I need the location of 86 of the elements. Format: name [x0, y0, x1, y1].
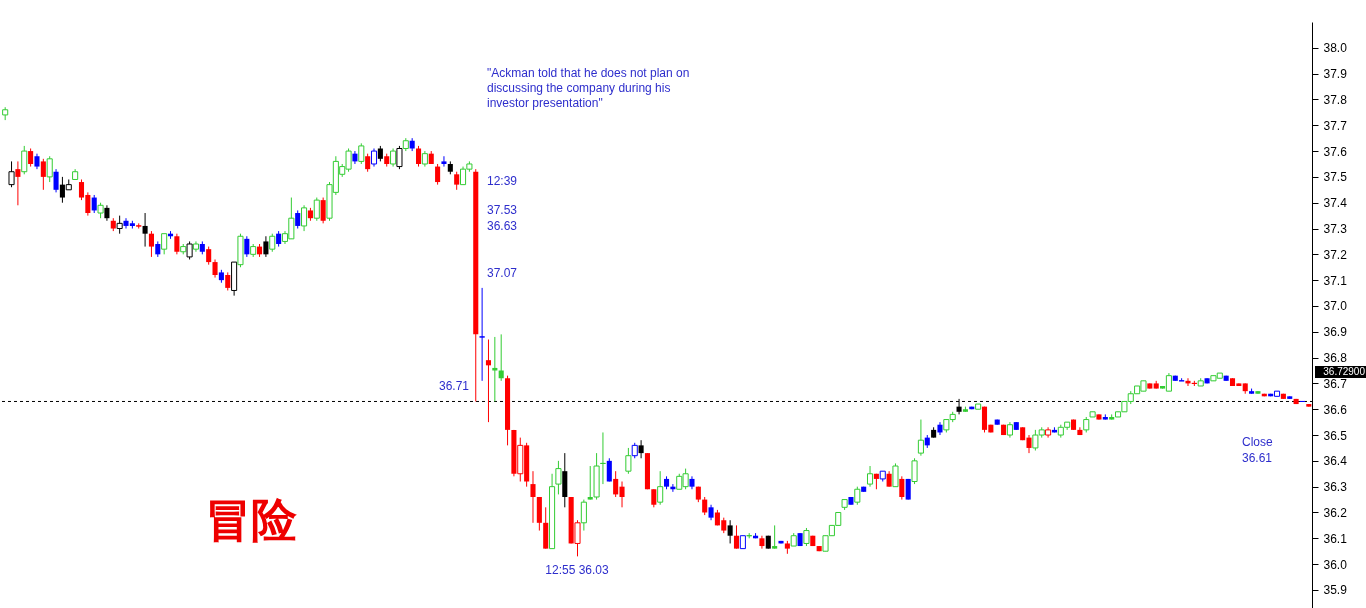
candlestick [899, 475, 905, 501]
candlestick [772, 524, 778, 550]
annotation: 12:39 [487, 174, 518, 188]
candlestick [555, 460, 562, 495]
candlestick [313, 197, 320, 222]
candlestick [415, 145, 422, 168]
candlestick [911, 457, 918, 485]
y-tick-label: 38.0 [1323, 41, 1348, 56]
candlestick [441, 155, 447, 168]
candlestick [435, 163, 441, 186]
candlestick [148, 230, 154, 258]
annotation: "Ackman told that he does not plan on discussing the company during his investor presentation" [487, 66, 690, 110]
candlestick [225, 271, 231, 291]
candlestick [657, 470, 664, 506]
candlestick [638, 439, 644, 459]
candlestick [174, 233, 180, 255]
y-tick-label: 36.9 [1323, 325, 1348, 340]
candlestick [498, 333, 504, 382]
candlestick [206, 246, 212, 266]
candlestick [606, 457, 612, 483]
candlestick [454, 171, 460, 191]
candlestick [295, 209, 301, 230]
candlestick [358, 142, 365, 165]
candlestick [479, 287, 486, 382]
candlestick [8, 160, 15, 188]
candlestick [733, 524, 740, 550]
y-tick-label: 37.1 [1323, 273, 1348, 288]
candlestick [485, 339, 492, 423]
candlestick [866, 465, 874, 488]
candlestick [301, 204, 308, 232]
y-tick-label: 36.8 [1323, 351, 1348, 366]
candlestick [1185, 377, 1191, 387]
y-tick-label: 37.4 [1323, 196, 1348, 211]
candlestick [91, 194, 97, 214]
candlestick [40, 158, 46, 191]
candlestick [212, 259, 218, 279]
text: 36.72900 [1323, 366, 1366, 377]
y-tick-label: 37.3 [1323, 222, 1348, 237]
annotation: 37.53 [487, 203, 518, 217]
candlestick [244, 235, 250, 258]
y-tick-label: 36.1 [1323, 531, 1348, 546]
candlestick [370, 147, 378, 168]
candlestick [161, 233, 168, 255]
y-tick-label: 37.6 [1323, 144, 1348, 159]
candlestick [854, 486, 861, 506]
candlestick [28, 147, 34, 168]
candlestick [892, 462, 899, 488]
y-tick-label: 37.9 [1323, 67, 1348, 82]
candlestick [269, 233, 276, 253]
y-tick-label: 37.2 [1323, 247, 1348, 262]
annotation: 36.71 [438, 379, 470, 393]
candlestick [21, 145, 28, 175]
candlestick [15, 160, 21, 206]
y-tick-label: 37.5 [1323, 170, 1348, 185]
candlestick [803, 527, 810, 547]
y-tick-label: 37.8 [1323, 92, 1348, 107]
y-tick-label: 36.2 [1323, 505, 1348, 520]
candlestick [116, 215, 123, 235]
candlestick [937, 421, 943, 436]
y-tick-label: 36.5 [1323, 428, 1348, 443]
y-tick-label: 37.7 [1323, 118, 1348, 133]
y-tick-label: 36.3 [1323, 480, 1348, 495]
candlestick [727, 519, 733, 544]
annotation: Close 36.61 [1242, 435, 1274, 465]
y-tick-label: 36.4 [1323, 454, 1348, 469]
candlestick [320, 197, 326, 224]
annotation: 36.63 [487, 219, 518, 233]
y-tick-label: 35.9 [1323, 583, 1348, 598]
candlestick [142, 212, 148, 248]
y-tick-label: 36.6 [1323, 402, 1348, 417]
candlestick [352, 150, 358, 165]
candlestick [263, 235, 269, 258]
y-tick-label: 36.7 [1323, 376, 1348, 391]
candlestick [46, 155, 53, 183]
annotation: 冒险 [205, 493, 297, 547]
candlestick [492, 336, 498, 402]
candlestick [530, 470, 536, 524]
y-tick-label: 36.0 [1323, 557, 1348, 572]
candlestick [651, 488, 657, 508]
candlestick [917, 419, 924, 457]
annotation: 37.07 [487, 266, 518, 280]
y-tick-label: 37.0 [1323, 299, 1348, 314]
annotation: 12:55 36.03 [545, 563, 610, 577]
candlestick [53, 168, 59, 193]
candlestick [702, 496, 708, 516]
candlestick [365, 153, 371, 173]
